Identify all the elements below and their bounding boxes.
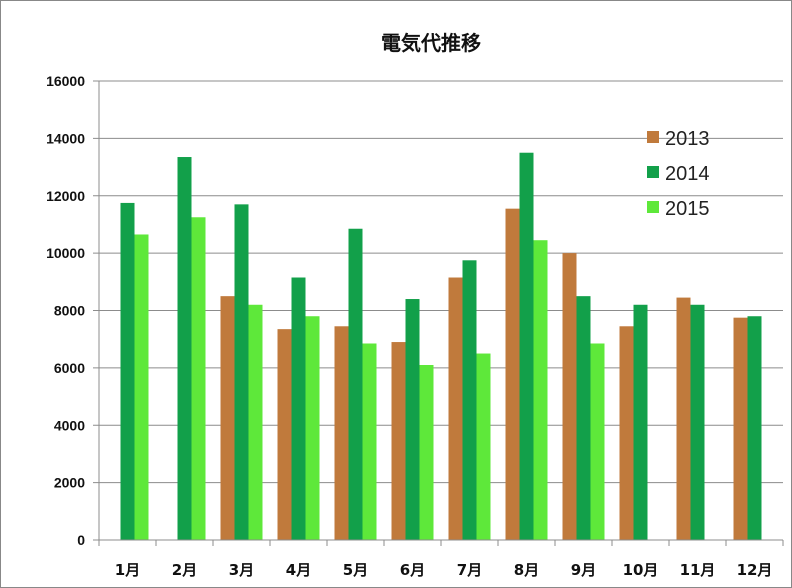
bar-2013-3月	[220, 296, 235, 540]
x-tick-label: 5月	[343, 561, 368, 579]
x-tick-label: 3月	[229, 561, 254, 579]
bar-2014-12月	[747, 316, 762, 540]
bar-2013-4月	[277, 329, 292, 540]
legend-swatch-2014	[647, 166, 659, 178]
legend-swatch-2013	[647, 131, 659, 143]
bar-2015-6月	[419, 365, 434, 540]
x-tick-label: 10月	[623, 561, 659, 579]
bar-2015-9月	[590, 343, 605, 540]
legend-swatch-2015	[647, 201, 659, 213]
y-tick-label: 14000	[46, 130, 85, 146]
x-tick-label: 11月	[680, 561, 716, 579]
bar-2015-1月	[134, 234, 149, 540]
y-tick-label: 16000	[46, 73, 85, 89]
x-tick-label: 8月	[514, 561, 539, 579]
bar-2014-1月	[120, 202, 135, 540]
x-tick-label: 1月	[115, 561, 140, 579]
y-tick-label: 12000	[46, 188, 85, 204]
x-tick-label: 12月	[737, 561, 773, 579]
y-tick-label: 0	[77, 532, 85, 548]
axes: 0 2000 4000 6000 8000 10000 12000 14000 16000 1月 2…	[46, 73, 784, 579]
bar-2013-9月	[562, 253, 577, 540]
bar-2013-12月	[733, 317, 748, 540]
chart-title: 電気代推移	[381, 31, 481, 55]
legend: 2013 2014 2015	[647, 128, 710, 220]
bar-2014-2月	[177, 157, 192, 540]
bar-2015-3月	[248, 304, 263, 540]
y-tick-label: 2000	[54, 475, 85, 491]
bar-2014-8月	[519, 152, 534, 540]
bar-2015-2月	[191, 217, 206, 540]
x-tick-label: 4月	[286, 561, 311, 579]
bar-2013-7月	[448, 277, 463, 540]
y-tick-label: 8000	[54, 303, 85, 319]
bar-2015-7月	[476, 353, 491, 540]
x-tick-label: 9月	[571, 561, 596, 579]
bar-2014-10月	[633, 304, 648, 540]
bar-2015-5月	[362, 343, 377, 540]
bar-2013-5月	[334, 326, 349, 540]
bar-2014-4月	[291, 277, 306, 540]
bar-2014-7月	[462, 260, 477, 540]
x-tick-label: 7月	[457, 561, 482, 579]
legend-label-2015: 2015	[665, 198, 710, 220]
bar-2013-11月	[676, 297, 691, 540]
bar-2014-3月	[234, 204, 249, 540]
bars	[120, 152, 762, 541]
bar-2014-5月	[348, 228, 363, 540]
bar-2014-9月	[576, 296, 591, 540]
y-tick-label: 4000	[54, 417, 85, 433]
bar-2013-6月	[391, 342, 406, 540]
y-tick-label: 6000	[54, 360, 85, 376]
legend-label-2013: 2013	[665, 128, 710, 150]
gridlines	[99, 80, 783, 484]
bar-2014-11月	[690, 304, 705, 540]
bar-2015-4月	[305, 316, 320, 540]
x-tick-label: 6月	[400, 561, 425, 579]
x-tick-label: 2月	[172, 561, 197, 579]
y-tick-label: 10000	[46, 245, 85, 261]
bar-2013-8月	[505, 208, 520, 541]
bar-2015-8月	[533, 240, 548, 540]
bar-2014-6月	[405, 299, 420, 540]
legend-label-2014: 2014	[665, 163, 710, 185]
bar-2013-10月	[619, 326, 634, 540]
